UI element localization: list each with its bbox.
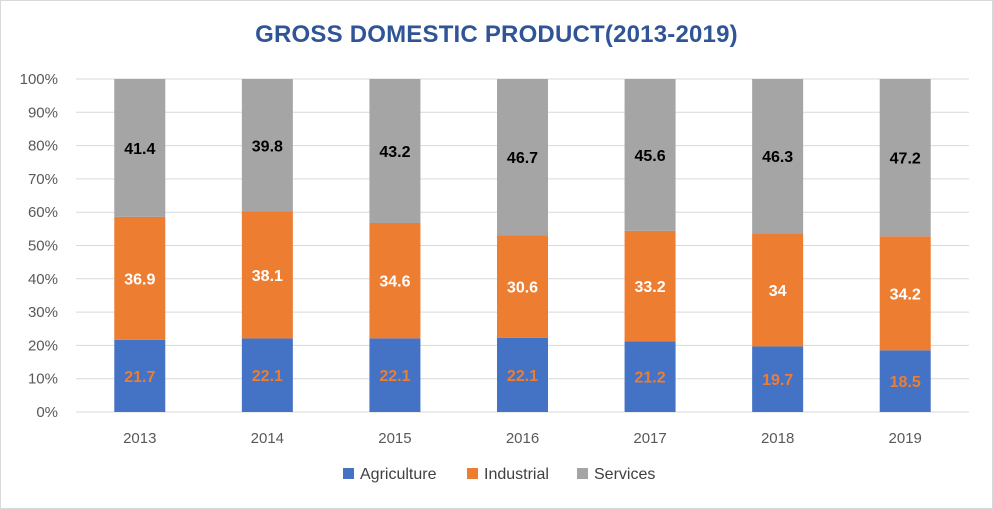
data-label: 18.5 xyxy=(890,374,921,391)
x-tick-label: 2013 xyxy=(123,430,156,447)
bar-services-2014 xyxy=(241,79,293,212)
y-tick-label: 100% xyxy=(20,71,58,88)
data-label: 38.1 xyxy=(252,268,283,285)
data-label: 34.6 xyxy=(379,274,410,291)
data-label: 30.6 xyxy=(507,280,538,297)
x-tick-label: 2019 xyxy=(889,430,922,447)
bar-agriculture-2017 xyxy=(624,341,676,412)
x-tick-label: 2015 xyxy=(378,430,411,447)
legend-entry: Industrial xyxy=(484,466,549,483)
bar-industrial-2018 xyxy=(752,233,804,347)
bar-agriculture-2014 xyxy=(241,338,293,412)
y-tick-label: 30% xyxy=(28,304,58,321)
x-tick-label: 2016 xyxy=(506,430,539,447)
bar-agriculture-2013 xyxy=(114,339,166,412)
bar-agriculture-2019 xyxy=(879,350,931,412)
y-tick-label: 40% xyxy=(28,271,58,288)
bar-industrial-2017 xyxy=(624,230,676,342)
data-label: 22.1 xyxy=(507,368,538,385)
bar-services-2016 xyxy=(497,79,548,236)
data-label: 21.2 xyxy=(635,370,666,387)
data-label: 39.8 xyxy=(252,138,283,155)
data-label: 47.2 xyxy=(890,151,921,168)
data-label: 34.2 xyxy=(890,286,921,303)
bar-industrial-2015 xyxy=(369,223,421,339)
x-tick-label: 2018 xyxy=(761,430,794,447)
data-label: 46.3 xyxy=(762,149,793,166)
legend-entry: Services xyxy=(594,466,655,483)
bar-industrial-2013 xyxy=(114,216,166,340)
y-tick-label: 20% xyxy=(28,337,58,354)
x-tick-label: 2017 xyxy=(633,430,666,447)
x-axis: 2013 2014 2015 2016 2017 2018 2019 xyxy=(123,430,922,447)
data-label: 22.1 xyxy=(379,368,410,385)
data-label: 41.4 xyxy=(124,141,155,158)
y-tick-label: 10% xyxy=(28,371,58,388)
bar-agriculture-2015 xyxy=(369,338,421,412)
data-label: 33.2 xyxy=(635,279,666,296)
y-tick-label: 90% xyxy=(28,104,58,121)
legend-swatch xyxy=(577,468,588,479)
data-label: 46.7 xyxy=(507,150,538,167)
bar-services-2019 xyxy=(879,79,931,237)
legend-entry: Agriculture xyxy=(360,466,437,483)
y-tick-label: 50% xyxy=(28,238,58,255)
legend-swatch xyxy=(467,468,478,479)
bar-industrial-2016 xyxy=(497,235,548,338)
bars: 21.7 36.9 41.4 22.1 38.1 39.8 22.1 34.6 43.2 22.1… xyxy=(114,79,931,412)
y-tick-label: 80% xyxy=(28,138,58,155)
legend-swatch xyxy=(343,468,354,479)
data-label: 36.9 xyxy=(124,271,155,288)
bar-services-2018 xyxy=(752,79,804,234)
bar-services-2017 xyxy=(624,79,676,231)
bar-agriculture-2018 xyxy=(752,346,804,412)
y-tick-label: 70% xyxy=(28,171,58,188)
bar-industrial-2014 xyxy=(241,211,293,339)
legend: Agriculture Industrial Services xyxy=(343,466,655,483)
data-label: 19.7 xyxy=(762,372,793,389)
y-tick-label: 60% xyxy=(28,204,58,221)
chart-title: GROSS DOMESTIC PRODUCT(2013-2019) xyxy=(255,21,738,48)
bar-services-2013 xyxy=(114,79,166,217)
data-label: 34 xyxy=(769,283,787,300)
data-label: 45.6 xyxy=(635,148,666,165)
y-axis: 0% 10% 20% 30% 40% 50% 60% 70% 80% 90% 100% xyxy=(20,71,58,421)
data-label: 22.1 xyxy=(252,368,283,385)
bar-agriculture-2016 xyxy=(497,337,548,412)
bar-services-2015 xyxy=(369,79,421,223)
y-tick-label: 0% xyxy=(36,404,58,421)
bar-industrial-2019 xyxy=(879,236,931,351)
x-tick-label: 2014 xyxy=(251,430,284,447)
data-label: 21.7 xyxy=(124,369,155,386)
data-label: 43.2 xyxy=(379,144,410,161)
